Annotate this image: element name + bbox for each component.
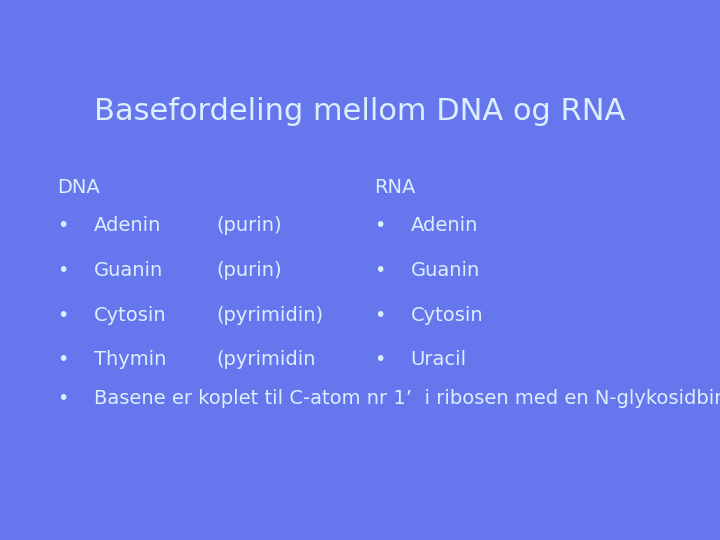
Text: •: • (374, 261, 386, 280)
Text: Uracil: Uracil (410, 350, 467, 369)
Text: •: • (58, 389, 69, 408)
Text: (purin): (purin) (216, 261, 282, 280)
Text: Adenin: Adenin (410, 216, 478, 235)
Text: Thymin: Thymin (94, 350, 166, 369)
Text: Cytosin: Cytosin (410, 306, 483, 325)
Text: (pyrimidin: (pyrimidin (216, 350, 315, 369)
Text: (purin): (purin) (216, 216, 282, 235)
Text: •: • (58, 261, 69, 280)
Text: RNA: RNA (374, 178, 415, 197)
Text: •: • (58, 350, 69, 369)
Text: (pyrimidin): (pyrimidin) (216, 306, 323, 325)
Text: •: • (374, 216, 386, 235)
Text: Basene er koplet til C-atom nr 1’  i ribosen med en N-glykosidbinding: Basene er koplet til C-atom nr 1’ i ribo… (94, 389, 720, 408)
Text: Adenin: Adenin (94, 216, 161, 235)
Text: Guanin: Guanin (410, 261, 480, 280)
Text: •: • (374, 350, 386, 369)
Text: DNA: DNA (58, 178, 100, 197)
Text: Cytosin: Cytosin (94, 306, 166, 325)
Text: •: • (58, 216, 69, 235)
Text: •: • (58, 306, 69, 325)
Text: •: • (374, 306, 386, 325)
Text: Basefordeling mellom DNA og RNA: Basefordeling mellom DNA og RNA (94, 97, 625, 126)
Text: Guanin: Guanin (94, 261, 163, 280)
